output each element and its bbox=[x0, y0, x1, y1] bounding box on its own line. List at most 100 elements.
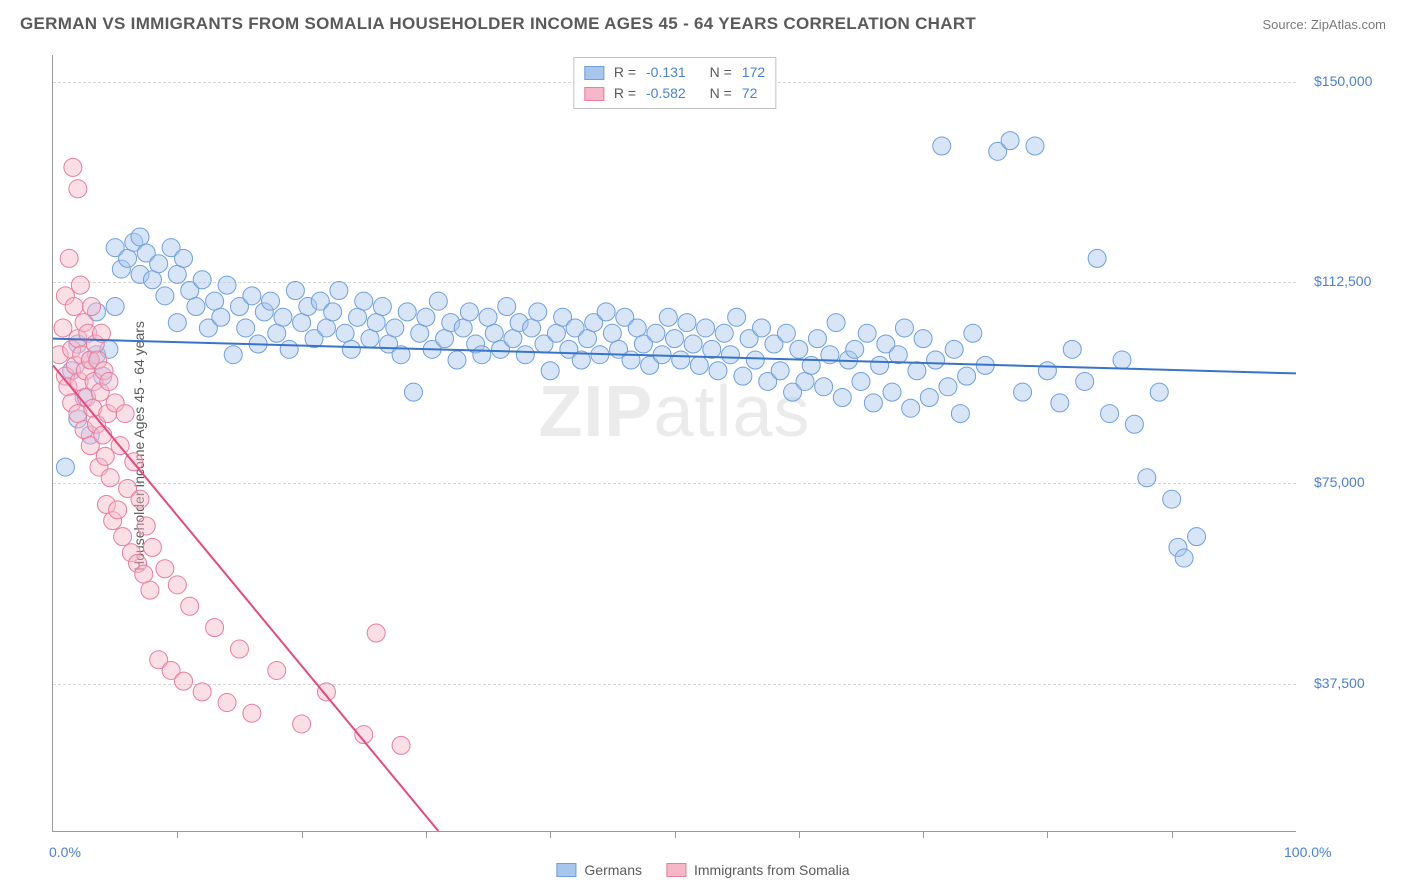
x-tick bbox=[923, 831, 924, 838]
data-point bbox=[902, 399, 920, 417]
x-tick bbox=[177, 831, 178, 838]
data-point bbox=[1076, 372, 1094, 390]
data-point bbox=[230, 640, 248, 658]
data-point bbox=[131, 490, 149, 508]
data-point bbox=[404, 383, 422, 401]
x-tick-label: 0.0% bbox=[49, 844, 81, 860]
data-point bbox=[54, 319, 72, 337]
data-point bbox=[703, 340, 721, 358]
data-point bbox=[168, 265, 186, 283]
data-point bbox=[367, 624, 385, 642]
data-point bbox=[920, 389, 938, 407]
data-point bbox=[908, 362, 926, 380]
scatter-plot bbox=[53, 55, 1296, 831]
data-point bbox=[187, 298, 205, 316]
data-point bbox=[64, 158, 82, 176]
data-point bbox=[274, 308, 292, 326]
data-point bbox=[578, 330, 596, 348]
stats-legend: R = -0.131 N = 172 R = -0.582 N = 72 bbox=[573, 57, 776, 109]
data-point bbox=[150, 255, 168, 273]
data-point bbox=[454, 319, 472, 337]
data-point bbox=[746, 351, 764, 369]
data-point bbox=[815, 378, 833, 396]
data-point bbox=[156, 287, 174, 305]
data-point bbox=[951, 405, 969, 423]
data-point bbox=[135, 565, 153, 583]
data-point bbox=[280, 340, 298, 358]
data-point bbox=[846, 340, 864, 358]
data-point bbox=[286, 281, 304, 299]
data-point bbox=[69, 180, 87, 198]
data-point bbox=[678, 314, 696, 332]
data-point bbox=[1138, 469, 1156, 487]
data-point bbox=[119, 249, 137, 267]
data-point bbox=[771, 362, 789, 380]
data-point bbox=[1125, 415, 1143, 433]
data-point bbox=[317, 319, 335, 337]
data-point bbox=[398, 303, 416, 321]
chart-area: ZIPatlas R = -0.131 N = 172 R = -0.582 N… bbox=[52, 55, 1296, 832]
data-point bbox=[355, 292, 373, 310]
data-point bbox=[485, 324, 503, 342]
data-point bbox=[56, 458, 74, 476]
chart-title: GERMAN VS IMMIGRANTS FROM SOMALIA HOUSEH… bbox=[20, 14, 976, 34]
swatch-germans bbox=[584, 66, 604, 80]
data-point bbox=[114, 528, 132, 546]
x-tick bbox=[675, 831, 676, 838]
x-tick bbox=[302, 831, 303, 838]
data-point bbox=[529, 303, 547, 321]
data-point bbox=[1063, 340, 1081, 358]
data-point bbox=[1038, 362, 1056, 380]
data-point bbox=[672, 351, 690, 369]
data-point bbox=[411, 324, 429, 342]
data-point bbox=[753, 319, 771, 337]
data-point bbox=[864, 394, 882, 412]
data-point bbox=[697, 319, 715, 337]
data-point bbox=[349, 308, 367, 326]
data-point bbox=[109, 501, 127, 519]
data-point bbox=[647, 324, 665, 342]
data-point bbox=[106, 298, 124, 316]
data-point bbox=[137, 517, 155, 535]
data-point bbox=[684, 335, 702, 353]
data-point bbox=[1026, 137, 1044, 155]
data-point bbox=[927, 351, 945, 369]
data-point bbox=[237, 319, 255, 337]
data-point bbox=[96, 447, 114, 465]
data-point bbox=[181, 597, 199, 615]
data-point bbox=[1014, 383, 1032, 401]
data-point bbox=[473, 346, 491, 364]
x-tick bbox=[1047, 831, 1048, 838]
data-point bbox=[317, 683, 335, 701]
data-point bbox=[504, 330, 522, 348]
trend-line bbox=[53, 365, 438, 831]
data-point bbox=[156, 560, 174, 578]
data-point bbox=[436, 330, 454, 348]
data-point bbox=[889, 346, 907, 364]
y-tick-label: $75,000 bbox=[1314, 474, 1365, 490]
data-point bbox=[1051, 394, 1069, 412]
data-point bbox=[964, 324, 982, 342]
data-point bbox=[373, 298, 391, 316]
data-point bbox=[721, 346, 739, 364]
data-point bbox=[206, 292, 224, 310]
data-point bbox=[796, 372, 814, 390]
data-point bbox=[777, 324, 795, 342]
data-point bbox=[1150, 383, 1168, 401]
data-point bbox=[293, 314, 311, 332]
data-point bbox=[193, 683, 211, 701]
data-point bbox=[168, 576, 186, 594]
data-point bbox=[168, 314, 186, 332]
data-point bbox=[1175, 549, 1193, 567]
data-point bbox=[218, 276, 236, 294]
source-label: Source: ZipAtlas.com bbox=[1262, 17, 1386, 32]
data-point bbox=[243, 287, 261, 305]
data-point bbox=[603, 324, 621, 342]
y-tick-label: $150,000 bbox=[1314, 73, 1372, 89]
data-point bbox=[116, 405, 134, 423]
data-point bbox=[143, 271, 161, 289]
data-point bbox=[827, 314, 845, 332]
data-point bbox=[367, 314, 385, 332]
data-point bbox=[1001, 132, 1019, 150]
data-point bbox=[448, 351, 466, 369]
